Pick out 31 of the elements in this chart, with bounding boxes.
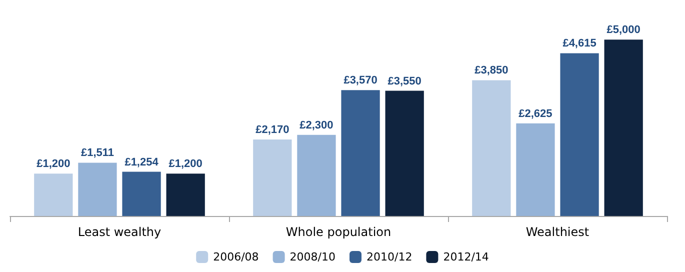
data-label: £2,170 [256,124,290,136]
bar [253,139,292,216]
bar [78,162,117,216]
legend-label: 2008/10 [290,250,336,264]
bar [385,90,424,216]
data-label: £3,850 [474,64,508,77]
bar [297,134,336,216]
bar [341,90,380,216]
data-label: £2,300 [300,119,334,132]
bar [472,80,511,216]
legend-label: 2006/08 [213,250,259,264]
bar [604,40,643,216]
data-label: £1,200 [168,158,202,170]
data-label: £5,000 [606,24,640,36]
data-label: £1,511 [80,147,114,160]
x-tick-label: Least wealthy [78,225,162,239]
data-label: £1,200 [36,158,70,170]
data-label: £4,615 [562,38,596,50]
bar [516,123,555,216]
legend-label: 2012/14 [443,250,489,264]
bar [122,172,161,216]
bar [560,53,599,216]
data-label: £3,570 [344,74,378,87]
x-tick-label: Whole population [286,225,392,239]
x-tick-label: Wealthiest [526,225,590,239]
data-label: £1,254 [124,156,160,168]
data-label: £3,550 [388,75,422,88]
data-label: £2,625 [518,108,552,120]
legend-label: 2010/12 [366,250,412,264]
bar [166,174,205,216]
bar [34,174,73,216]
